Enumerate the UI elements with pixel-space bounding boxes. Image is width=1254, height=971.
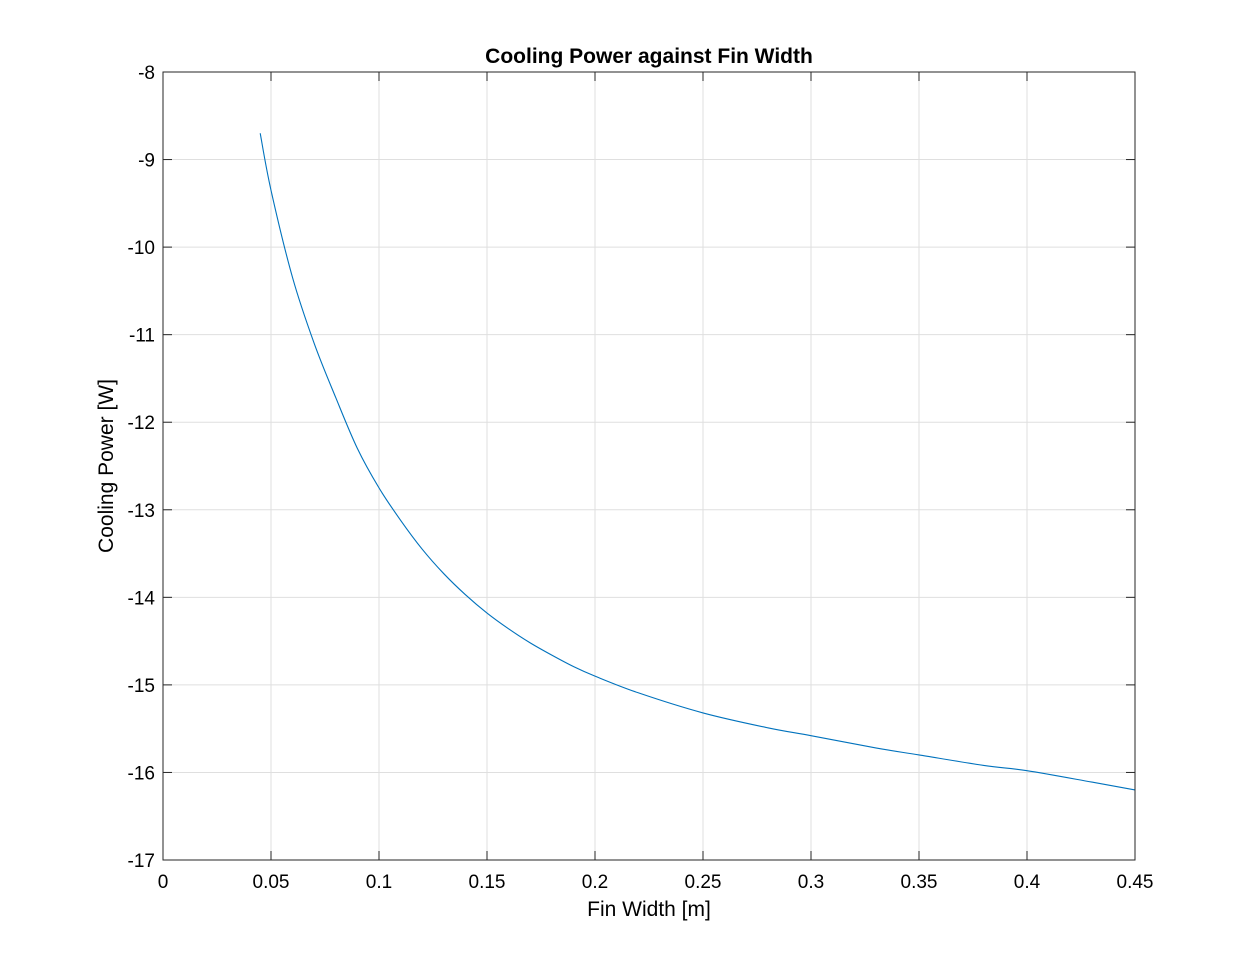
axes-box [162,71,1136,861]
y-tick-label: -12 [128,413,155,434]
x-tick-label: 0.45 [1117,872,1154,893]
y-tick-label: -16 [128,763,155,784]
x-axis-label: Fin Width [m] [587,898,711,921]
x-tick-label: 0 [158,872,169,893]
ticks [162,71,1136,861]
x-tick-label: 0.05 [253,872,290,893]
y-tick-label: -8 [138,63,155,84]
y-tick-label: -13 [128,501,155,522]
x-tick-label: 0.35 [901,872,938,893]
y-tick-label: -10 [128,238,155,259]
y-axis-label: Cooling Power [W] [95,379,118,553]
y-tick-label: -11 [129,326,155,347]
x-tick-labels: 0 0.05 0.1 0.15 0.2 0.25 0.3 0.35 0.4 0.45 [158,872,1154,893]
y-tick-label: -15 [128,676,155,697]
x-tick-label: 0.15 [469,872,506,893]
x-tick-label: 0.2 [582,872,608,893]
x-tick-label: 0.4 [1014,872,1041,893]
plot-area [163,72,1135,860]
chart-title: Cooling Power against Fin Width [485,45,813,68]
y-tick-label: -9 [138,151,155,172]
x-tick-label: 0.3 [798,872,824,893]
x-tick-label: 0.1 [366,872,392,893]
y-tick-label: -14 [128,588,156,609]
y-tick-label: -17 [128,851,155,872]
series-layer [259,133,1136,791]
x-tick-label: 0.25 [685,872,722,893]
series-line [259,133,1136,791]
y-tick-labels: -17 -16 -15 -14 -13 -12 -11 -10 -9 -8 [128,63,156,872]
